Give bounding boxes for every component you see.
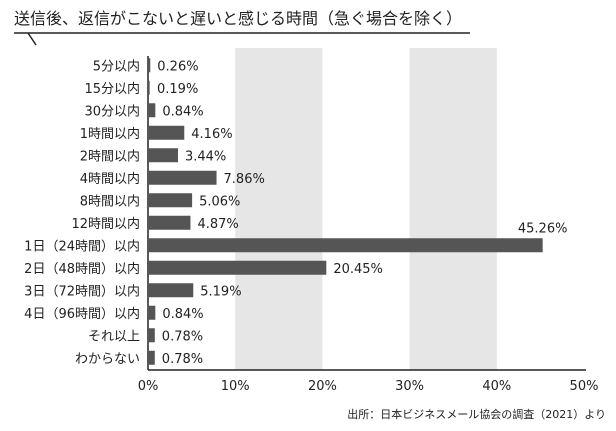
bar [148,193,193,208]
value-label: 0.78% [162,352,203,367]
category-label: 30分以内 [84,103,140,119]
category-label: 3日（72時間）以内 [24,283,140,299]
category-label: 4時間以内 [80,171,140,187]
source-note: 出所：日本ビジネスメール協会の調査（2021）より [347,407,606,421]
value-label: 0.84% [162,307,203,322]
value-label: 0.78% [162,329,203,344]
grid-band [235,48,323,370]
bar [148,238,543,253]
value-label: 0.19% [157,82,198,97]
category-label: 1時間以内 [80,126,140,142]
x-tick-labels: 0% 10% 20% 30% 40% 50% [138,379,599,394]
x-tick-label: 10% [221,379,250,394]
x-tick-label: 50% [570,379,599,394]
bar [148,170,217,185]
bar [148,283,194,298]
bar [148,103,156,118]
bar [148,215,191,230]
bar [148,58,151,73]
value-label: 20.45% [333,262,383,277]
bar [148,328,155,343]
category-label: 8時間以内 [80,193,140,209]
value-label: 0.84% [162,104,203,119]
chart-title: 送信後、返信がこないと遅いと感じる時間（急ぐ場合を除く） [14,9,462,28]
category-label: 2時間以内 [80,148,140,164]
value-label: 4.16% [191,127,232,142]
value-label: 4.87% [197,217,238,232]
category-label: 2日（48時間）以内 [24,261,140,277]
gridline-bands [235,48,497,370]
x-tick-label: 40% [482,379,511,394]
x-tick-label: 20% [308,379,337,394]
bar [148,350,155,365]
value-labels: 0.26% 0.19% 0.84% 4.16% 3.44% 7.86% 5.06% 4.87%… [157,59,567,367]
category-label: 4日（96時間）以内 [24,306,140,322]
value-label: 5.19% [200,284,241,299]
value-label: 5.06% [199,194,240,209]
title-underline [14,32,470,46]
bars-group [148,58,543,365]
value-label: 45.26% [518,221,568,236]
category-label: それ以上 [88,329,140,344]
bar [148,305,156,320]
bar [148,80,150,95]
category-label: 12時間以内 [71,216,140,232]
value-label: 3.44% [185,149,226,164]
bar [148,125,185,140]
category-label: 1日（24時間）以内 [24,238,140,254]
x-tick-label: 30% [395,379,424,394]
value-label: 7.86% [224,172,265,187]
bar [148,148,178,163]
value-label: 0.26% [157,59,198,74]
category-label: 5分以内 [93,58,140,74]
category-labels: 5分以内 15分以内 30分以内 1時間以内 2時間以内 4時間以内 8時間以内 12時間以内… [24,58,140,367]
bar [148,260,327,275]
category-label: わからない [75,352,140,367]
x-tick-label: 0% [138,379,159,394]
category-label: 15分以内 [84,81,140,97]
grid-band [409,48,497,370]
